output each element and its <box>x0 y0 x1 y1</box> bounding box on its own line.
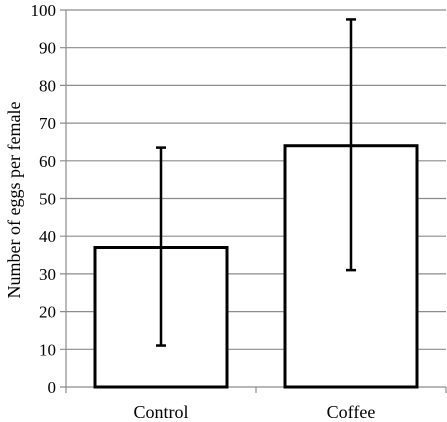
y-axis-label: Number of eggs per female <box>4 102 24 299</box>
bars <box>93 144 419 389</box>
y-tick-label-40: 40 <box>39 227 56 246</box>
category-label-control: Control <box>133 402 188 422</box>
y-tick-label-80: 80 <box>39 76 56 95</box>
y-tick-label-30: 30 <box>39 265 56 284</box>
y-tick-label-20: 20 <box>39 303 56 322</box>
error-bar-coffee <box>346 18 356 272</box>
error-bar-control <box>156 146 166 347</box>
y-tick-label-0: 0 <box>48 378 57 397</box>
error-bars <box>156 18 356 347</box>
y-tick-label-70: 70 <box>39 114 56 133</box>
y-tick-label-10: 10 <box>39 340 56 359</box>
y-tick-label-90: 90 <box>39 39 56 58</box>
category-label-coffee: Coffee <box>327 402 376 422</box>
y-tick-label-100: 100 <box>31 1 57 20</box>
y-tick-labels: 0 10 20 30 40 50 60 70 80 90 100 <box>31 1 57 397</box>
category-labels: Control Coffee <box>133 402 375 422</box>
y-tick-label-50: 50 <box>39 190 56 209</box>
y-tick-label-60: 60 <box>39 152 56 171</box>
